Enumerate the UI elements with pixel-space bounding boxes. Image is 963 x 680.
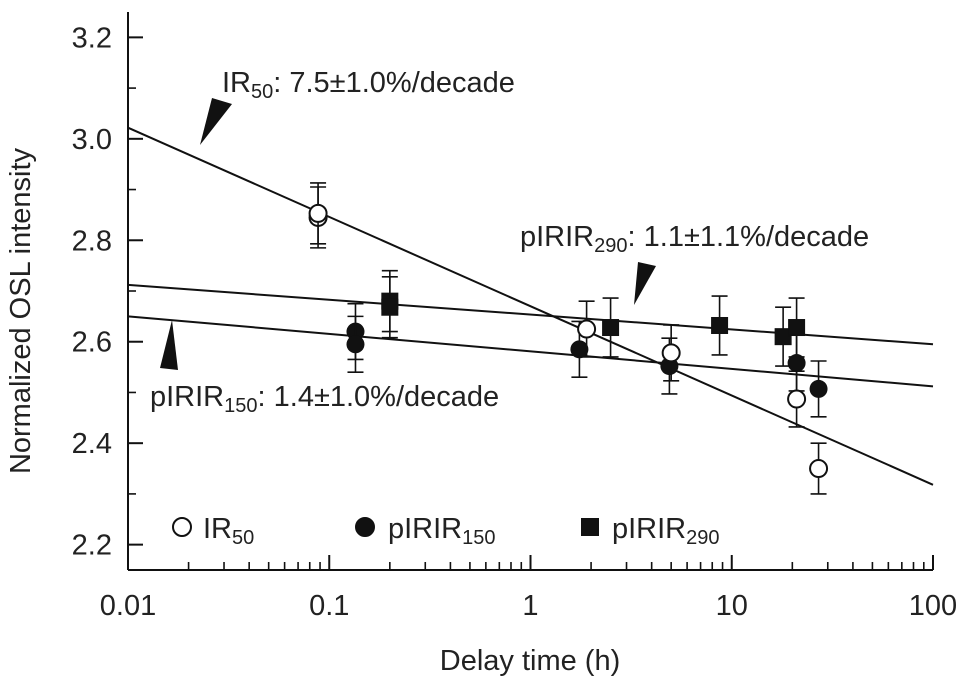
y-tick-label: 3.0: [72, 124, 112, 156]
y-tick-label: 2.2: [72, 530, 112, 562]
x-tick-label: 100: [909, 590, 957, 622]
legend-label-pirir290: pIRIR290: [612, 513, 720, 549]
point-pirir150: [787, 354, 806, 373]
x-tick-label: 0.01: [100, 590, 156, 622]
point-pirir290: [788, 319, 806, 337]
legend-marker-ir50: [172, 517, 192, 537]
annotation-ir50: IR50: 7.5±1.0%/decade: [222, 67, 515, 103]
y-tick-label: 2.6: [72, 327, 112, 359]
y-tick-label: 2.8: [72, 225, 112, 257]
legend-label-pirir150: pIRIR150: [388, 513, 496, 549]
fit-line-pirir150: [127, 315, 934, 388]
point-ir50: [661, 343, 681, 363]
annotations: IR50: 7.5±1.0%/decade pIRIR290: 1.1±1.1%…: [150, 67, 869, 417]
point-pirir290: [381, 298, 399, 316]
x-tick-label: 0.1: [309, 590, 349, 622]
point-pirir290: [711, 316, 729, 334]
point-pirir290: [602, 319, 620, 337]
x-axis-label: Delay time (h): [440, 645, 621, 677]
fit-line-ir50: [127, 126, 934, 486]
point-pirir150: [809, 379, 828, 398]
annotation-pirir150: pIRIR150: 1.4±1.0%/decade: [150, 381, 499, 417]
point-ir50: [787, 389, 807, 409]
legend-marker-pirir290: [581, 518, 599, 536]
x-tick-label: 1: [522, 590, 538, 622]
annotation-arrow-ir50: [200, 98, 232, 145]
point-pirir290: [774, 328, 792, 346]
fit-line-pirir290: [127, 283, 934, 346]
legend-label-ir50: IR50: [203, 513, 254, 549]
point-pirir150: [346, 335, 365, 354]
annotation-arrow-pirir290: [634, 262, 656, 305]
y-axis-label: Normalized OSL intensity: [5, 147, 37, 474]
legend: IR50 pIRIR150 pIRIR290: [172, 513, 720, 549]
point-pirir150: [570, 340, 589, 359]
x-tick-label: 10: [716, 590, 748, 622]
point-ir50: [308, 203, 328, 223]
fit-lines: [127, 126, 934, 486]
legend-marker-pirir150: [355, 517, 375, 537]
point-ir50: [809, 459, 829, 479]
annotation-arrow-pirir150: [160, 320, 178, 370]
y-tick-label: 3.2: [72, 22, 112, 54]
data-points: [308, 182, 829, 495]
y-tick-label: 2.4: [72, 428, 112, 460]
annotation-pirir290: pIRIR290: 1.1±1.1%/decade: [520, 221, 869, 257]
axes: 0.01 0.1 1 10 100 2.2 2.4 2.6 2.8 3.0 3.2: [72, 12, 957, 622]
point-ir50: [577, 319, 597, 339]
